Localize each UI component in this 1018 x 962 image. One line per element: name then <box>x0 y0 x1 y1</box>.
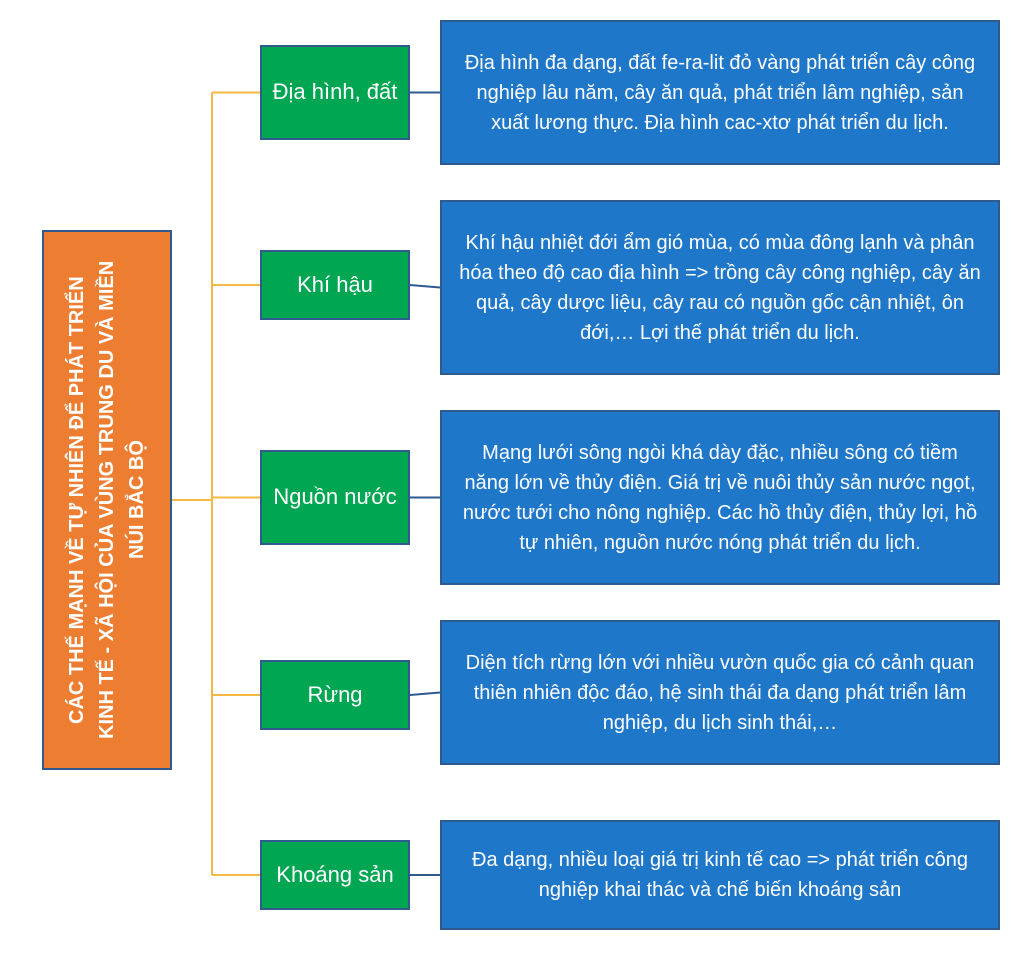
branch-node: Khoáng sản <box>260 840 410 910</box>
branch-node: Rừng <box>260 660 410 730</box>
root-label: CÁC THẾ MẠNH VỀ TỰ NHIÊN ĐỂ PHÁT TRIỂN K… <box>62 252 152 748</box>
detail-node: Đa dạng, nhiều loại giá trị kinh tế cao … <box>440 820 1000 930</box>
detail-text: Đa dạng, nhiều loại giá trị kinh tế cao … <box>458 845 982 905</box>
branch-label: Khí hậu <box>297 270 373 301</box>
detail-node: Diện tích rừng lớn với nhiều vườn quốc g… <box>440 620 1000 765</box>
branch-node: Địa hình, đất <box>260 45 410 140</box>
branch-label: Khoáng sản <box>276 860 393 891</box>
detail-node: Mạng lưới sông ngòi khá dày đặc, nhiều s… <box>440 410 1000 585</box>
root-node: CÁC THẾ MẠNH VỀ TỰ NHIÊN ĐỂ PHÁT TRIỂN K… <box>42 230 172 770</box>
branch-label: Địa hình, đất <box>273 77 398 108</box>
detail-node: Khí hậu nhiệt đới ẩm gió mùa, có mùa đôn… <box>440 200 1000 375</box>
detail-text: Khí hậu nhiệt đới ẩm gió mùa, có mùa đôn… <box>458 228 982 348</box>
detail-text: Diện tích rừng lớn với nhiều vườn quốc g… <box>458 648 982 738</box>
branch-label: Rừng <box>307 680 362 711</box>
branch-node: Khí hậu <box>260 250 410 320</box>
detail-text: Mạng lưới sông ngòi khá dày đặc, nhiều s… <box>458 438 982 558</box>
detail-text: Địa hình đa dạng, đất fe-ra-lit đỏ vàng … <box>458 48 982 138</box>
branch-node: Nguồn nước <box>260 450 410 545</box>
branch-label: Nguồn nước <box>273 482 396 513</box>
detail-node: Địa hình đa dạng, đất fe-ra-lit đỏ vàng … <box>440 20 1000 165</box>
